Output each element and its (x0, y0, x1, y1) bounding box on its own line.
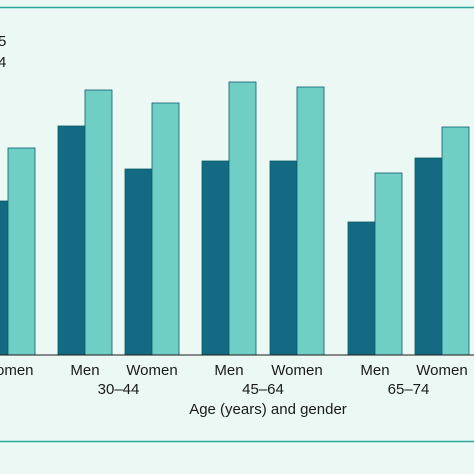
legend-entry-1: 5 (0, 33, 6, 50)
bar-series1-cat1 (57, 125, 86, 356)
bar-series1-cat0 (0, 200, 9, 356)
bar-series2-cat5 (374, 172, 403, 356)
bar-series2-cat0 (7, 147, 36, 356)
tick-label-4: Women (271, 362, 322, 379)
age-group-labels: 30–44 45–64 65–74 (98, 381, 430, 398)
bar-series2-cat4 (296, 86, 325, 356)
age-group-label-0: 30–44 (98, 381, 140, 398)
tick-label-2: Women (126, 362, 177, 379)
bar-series1-cat5 (347, 221, 376, 356)
age-group-label-1: 45–64 (242, 381, 284, 398)
bar-series2-cat2 (151, 102, 180, 356)
legend-entry-2: 4 (0, 54, 6, 71)
tick-labels: omen Men Women Men Women Men Women (0, 362, 468, 379)
bar-series1-cat4 (269, 160, 298, 356)
bar-series2-cat3 (228, 81, 257, 356)
tick-label-0: omen (0, 362, 34, 379)
x-axis-title: Age (years) and gender (189, 401, 347, 418)
tick-label-6: Women (416, 362, 467, 379)
bars-group (0, 81, 470, 356)
tick-label-1: Men (70, 362, 99, 379)
bar-series1-cat2 (124, 168, 153, 356)
tick-label-3: Men (214, 362, 243, 379)
age-group-label-2: 65–74 (388, 381, 430, 398)
bar-series2-cat6 (441, 126, 470, 356)
bar-series1-cat3 (201, 160, 230, 356)
bar-series2-cat1 (84, 89, 113, 356)
bar-series1-cat6 (414, 157, 443, 356)
tick-label-5: Men (360, 362, 389, 379)
